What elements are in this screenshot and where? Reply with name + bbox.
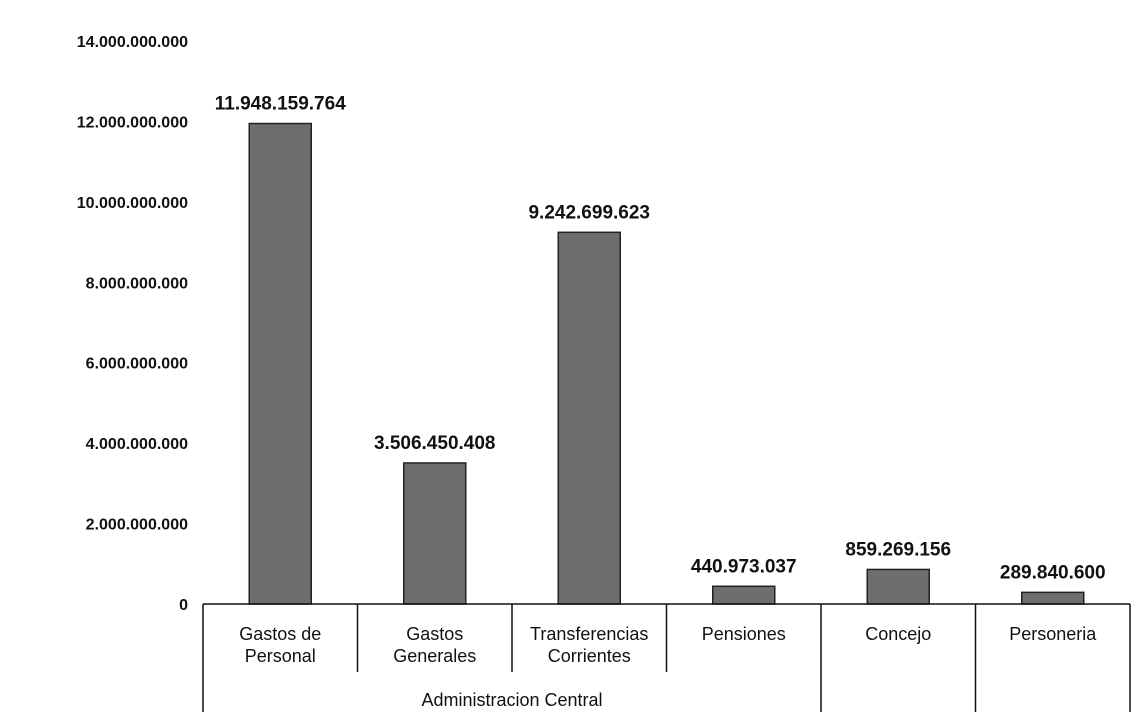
data-label: 859.269.156 xyxy=(845,539,951,560)
category-labels: Gastos de Personal Gastos Generales Transfer… xyxy=(239,624,1097,666)
y-axis-ticks: 0 2.000.000.000 4.000.000.000 6.000.000.000… xyxy=(77,34,188,614)
category-label-line: Gastos xyxy=(406,624,463,644)
bar xyxy=(1021,591,1085,605)
y-tick-label: 4.000.000.000 xyxy=(86,436,188,453)
category-label-line: Concejo xyxy=(865,624,931,644)
category-label: Personeria xyxy=(1009,624,1097,644)
bar xyxy=(403,462,467,605)
x-axis xyxy=(202,603,1131,712)
bars xyxy=(248,122,1085,605)
y-tick-label: 12.000.000.000 xyxy=(77,114,188,131)
category-label: Transferencias Corrientes xyxy=(530,624,648,666)
bar xyxy=(866,568,930,605)
group-label: Administracion Central xyxy=(421,690,602,710)
data-label: 9.242.699.623 xyxy=(528,202,650,223)
data-label: 11.948.159.764 xyxy=(215,94,346,115)
category-label: Concejo xyxy=(865,624,931,644)
y-tick-label: 14.000.000.000 xyxy=(77,34,188,51)
category-label-line: Pensiones xyxy=(702,624,786,644)
category-label-line: Transferencias xyxy=(530,624,648,644)
bar xyxy=(557,231,621,605)
category-label: Gastos Generales xyxy=(393,624,476,666)
y-tick-label: 8.000.000.000 xyxy=(86,275,188,292)
group-labels: Administracion Central xyxy=(421,690,602,710)
bar xyxy=(248,122,312,605)
data-label: 3.506.450.408 xyxy=(374,433,496,454)
y-tick-label: 2.000.000.000 xyxy=(86,517,188,534)
category-label: Gastos de Personal xyxy=(239,624,321,666)
category-label-line: Corrientes xyxy=(548,646,631,666)
category-label-line: Generales xyxy=(393,646,476,666)
data-label: 440.973.037 xyxy=(691,556,797,577)
category-label-line: Personeria xyxy=(1009,624,1097,644)
data-label: 289.840.600 xyxy=(1000,562,1106,583)
y-tick-label: 10.000.000.000 xyxy=(77,195,188,212)
y-tick-label: 6.000.000.000 xyxy=(86,356,188,373)
data-labels: 11.948.159.764 3.506.450.408 9.242.699.623… xyxy=(215,94,1106,584)
category-label-line: Gastos de xyxy=(239,624,321,644)
category-label-line: Personal xyxy=(245,646,316,666)
y-tick-label: 0 xyxy=(179,597,188,614)
bar xyxy=(712,585,776,605)
category-label: Pensiones xyxy=(702,624,786,644)
